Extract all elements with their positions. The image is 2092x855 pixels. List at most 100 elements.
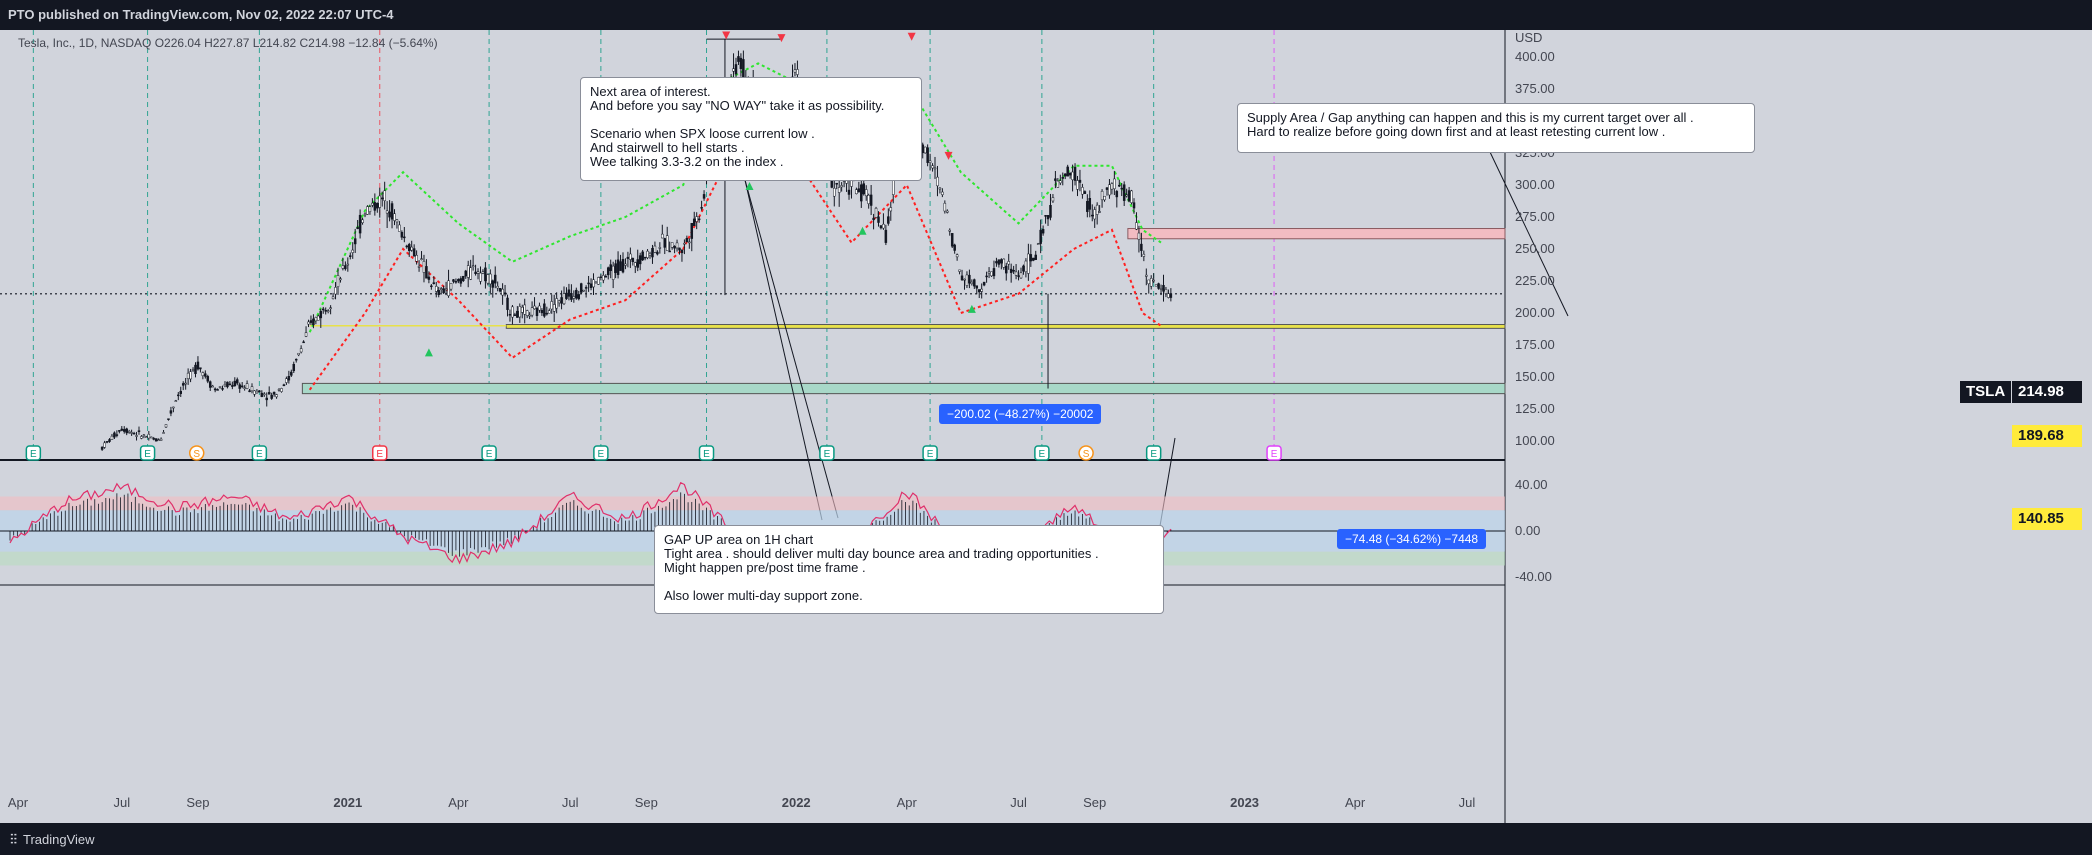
candle-body [1059, 180, 1062, 184]
candle-body [670, 242, 674, 248]
candle-body [358, 214, 362, 234]
candle-body [1071, 171, 1074, 181]
candle-body [223, 384, 227, 387]
candle-body [120, 428, 124, 431]
candle-body [100, 446, 104, 450]
earnings-marker-icon [25, 445, 42, 461]
candle-body [508, 314, 512, 316]
candle-body [538, 305, 541, 311]
candle-body [860, 184, 863, 202]
candle-body [361, 219, 364, 223]
earnings-marker-icon [481, 445, 497, 461]
candle-body [867, 194, 870, 204]
candle-body [290, 371, 293, 376]
candle-body [589, 283, 593, 288]
candle-body [1164, 289, 1168, 294]
candle-body [275, 394, 278, 398]
price-tick-label: 150.00 [1515, 369, 1555, 384]
candle-body [690, 222, 694, 239]
candle-body [314, 317, 318, 322]
candle-body [395, 219, 399, 223]
candle-body [1149, 278, 1153, 287]
candle-body [250, 386, 254, 392]
candle-body [577, 294, 581, 300]
candle-body [159, 438, 163, 441]
candle-body [960, 275, 964, 281]
price-tag-tsla-symbol: TSLA [1960, 381, 2012, 403]
earnings-marker-letter: E [1271, 449, 1278, 460]
candle-body [302, 341, 305, 344]
price-chart[interactable]: USD 100.00 125.00 150.00 175.00 200.00 225.00 2… [0, 30, 2092, 823]
candle-body [631, 257, 635, 262]
candle-body [1103, 195, 1106, 201]
candle-body [560, 297, 563, 304]
candle-body [236, 379, 239, 384]
note-next-area[interactable]: Next area of interest. And before you sa… [580, 77, 922, 181]
candle-body [385, 210, 389, 214]
candle-body [353, 238, 357, 245]
earnings-marker-icon [139, 445, 156, 461]
candle-body [464, 270, 467, 277]
time-tick-label: Sep [186, 795, 209, 810]
candle-body [936, 176, 939, 187]
candle-body [172, 406, 175, 409]
candle-body [1078, 179, 1082, 183]
candle-body [376, 203, 379, 209]
candle-body [186, 372, 190, 379]
note-gap-up[interactable]: GAP UP area on 1H chart Tight area . sho… [654, 525, 1164, 614]
candle-body [587, 282, 590, 285]
candle-body [292, 363, 296, 372]
measurement-drop-1[interactable]: −200.02 (−48.27%) −20002 [939, 404, 1102, 424]
candle-body [619, 261, 622, 271]
candle-body [857, 188, 861, 193]
candle-body [216, 389, 219, 391]
candle-body [1169, 293, 1173, 298]
candle-body [555, 298, 558, 309]
sell-signal-marker [722, 31, 731, 40]
symbol-legend: Tesla, Inc., 1D, NASDAQ O226.04 H227.87 … [18, 36, 438, 50]
candle-body [1154, 284, 1158, 287]
candle-body [233, 380, 237, 387]
earnings-marker-icon [1145, 445, 1162, 461]
candle-body [435, 286, 438, 292]
candle-body [673, 245, 676, 249]
candle-body [562, 293, 566, 305]
supply-zone [1127, 228, 1506, 240]
candle-body [263, 393, 266, 396]
earnings-marker-letter: E [1150, 449, 1157, 460]
candle-body [253, 390, 256, 395]
measurement-drop-2[interactable]: −74.48 (−34.62%) −7448 [1337, 529, 1487, 549]
time-tick-label: Apr [897, 795, 918, 810]
candle-body [926, 147, 929, 163]
candle-body [592, 279, 595, 288]
candle-body [181, 383, 185, 386]
candle-body [946, 210, 949, 213]
candle-body [213, 388, 217, 391]
price-tick-label: 250.00 [1515, 241, 1555, 256]
price-tick-label: 175.00 [1515, 337, 1555, 352]
candle-body [368, 206, 372, 212]
osc-tick-label: 40.00 [1515, 477, 1548, 492]
candle-body [543, 303, 546, 317]
time-tick-label: Sep [635, 795, 658, 810]
candle-body [145, 436, 148, 438]
candle-body [1054, 178, 1057, 181]
candle-body [378, 195, 382, 208]
candle-body [597, 277, 600, 285]
candle-body [692, 218, 696, 227]
candle-body [425, 266, 428, 279]
candle-body [697, 218, 701, 221]
candle-body [970, 281, 974, 284]
candle-body [941, 191, 944, 195]
candle-body [179, 390, 183, 394]
price-tick-label: 100.00 [1515, 433, 1555, 448]
candle-body [164, 424, 168, 428]
candle-body [1022, 265, 1025, 272]
candle-body [493, 274, 497, 284]
candle-body [366, 206, 369, 215]
note-supply[interactable]: Supply Area / Gap anything can happen an… [1237, 103, 1755, 153]
candle-body [1095, 204, 1099, 215]
candle-body [594, 281, 598, 284]
candle-body [221, 388, 224, 390]
candle-body [506, 297, 509, 310]
